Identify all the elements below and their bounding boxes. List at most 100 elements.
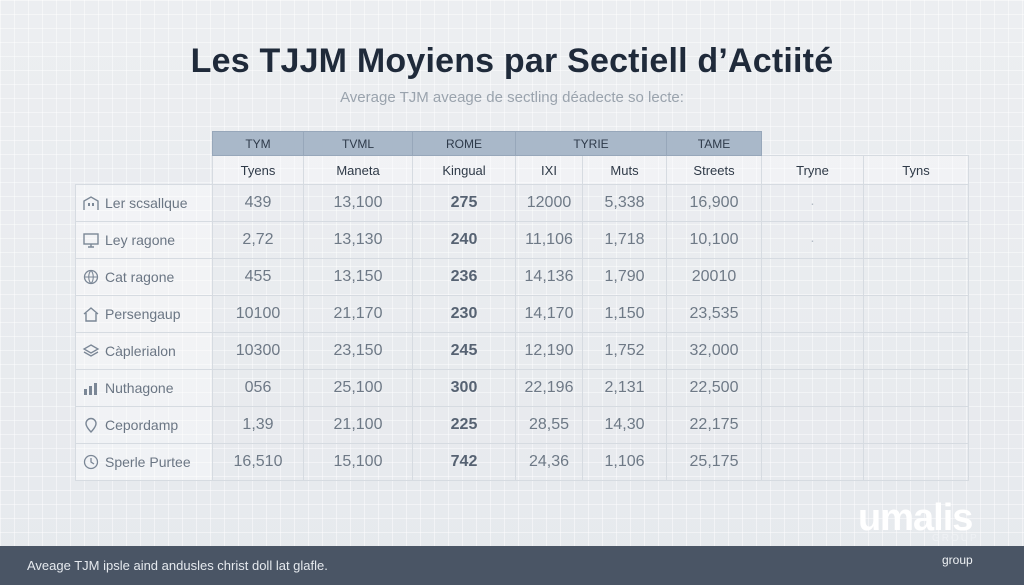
table-cell: ·	[761, 221, 864, 259]
row-label-cell: Cepordamp	[75, 406, 213, 444]
table-cell	[761, 369, 864, 407]
table-cell: ·	[761, 184, 864, 222]
table-cell: 25,175	[666, 443, 762, 481]
chart-icon	[82, 380, 100, 396]
group-header-spacer	[76, 132, 213, 156]
table-row: Sperle Purtee 16,510 15,100 742 24,36 1,106 25…	[75, 443, 969, 481]
group-header: ROME	[412, 131, 516, 156]
table-cell	[863, 332, 969, 370]
table-cell: 1,150	[582, 295, 667, 333]
table-cell: 10100	[212, 295, 304, 333]
table-cell: 1,752	[582, 332, 667, 370]
table-cell: 12,190	[515, 332, 583, 370]
table-row: Cat ragone 455 13,150 236 14,136 1,790 20010	[75, 258, 969, 296]
table-cell: 20010	[666, 258, 762, 296]
table-cell: 2,131	[582, 369, 667, 407]
house-icon	[82, 306, 100, 322]
column-header-corner	[75, 155, 213, 185]
monitor-icon	[82, 232, 100, 248]
table-cell: 23,535	[666, 295, 762, 333]
column-header: Tyns	[863, 155, 969, 185]
table-cell: 25,100	[303, 369, 413, 407]
table-cell: 14,136	[515, 258, 583, 296]
group-header-spacer	[762, 132, 864, 156]
brand-logo: umalis	[858, 497, 973, 539]
group-header: TAME	[666, 131, 762, 156]
table-cell: 13,150	[303, 258, 413, 296]
table-cell: 13,100	[303, 184, 413, 222]
row-label: Nuthagone	[105, 380, 174, 396]
table-row: Nuthagone 056 25,100 300 22,196 2,131 22,500	[75, 369, 969, 407]
table-cell: 21,170	[303, 295, 413, 333]
table-cell	[761, 258, 864, 296]
globe-icon	[82, 269, 100, 285]
table-cell	[863, 443, 969, 481]
table-cell: 1,718	[582, 221, 667, 259]
layers-icon	[82, 343, 100, 359]
row-label: Persengaup	[105, 306, 181, 322]
row-label-cell: Cat ragone	[75, 258, 213, 296]
table-cell: 24,36	[515, 443, 583, 481]
table-row: Persengaup 10100 21,170 230 14,170 1,150 23,53…	[75, 295, 969, 333]
column-header: Maneta	[303, 155, 413, 185]
table-cell: 056	[212, 369, 304, 407]
column-header: Muts	[582, 155, 667, 185]
table-cell: 11,106	[515, 221, 583, 259]
brand-logo-sub: GROUP	[932, 533, 979, 544]
table-row: Cepordamp 1,39 21,100 225 28,55 14,30 22,175	[75, 406, 969, 444]
table-cell: 22,196	[515, 369, 583, 407]
table-cell: 21,100	[303, 406, 413, 444]
row-label-cell: Ler scsallque	[75, 184, 213, 222]
footer-caption: Aveage TJM ipsle aind andusles christ do…	[27, 558, 328, 573]
table-cell: 15,100	[303, 443, 413, 481]
row-label-cell: Persengaup	[75, 295, 213, 333]
column-header: Streets	[666, 155, 762, 185]
table-cell: 225	[412, 406, 516, 444]
table-cell: 236	[412, 258, 516, 296]
table-cell: 5,338	[582, 184, 667, 222]
table-cell: 16,510	[212, 443, 304, 481]
clock-icon	[82, 454, 100, 470]
table-cell	[863, 369, 969, 407]
table-cell	[863, 295, 969, 333]
data-table: TYM TVML ROME TYRIE TAME Tyens Maneta Ki…	[75, 131, 969, 481]
table-cell: 22,500	[666, 369, 762, 407]
table-cell: 14,170	[515, 295, 583, 333]
group-header-spacer	[864, 132, 969, 156]
table-cell: 1,790	[582, 258, 667, 296]
table-cell: 230	[412, 295, 516, 333]
table-cell: 12000	[515, 184, 583, 222]
group-header: TVML	[303, 131, 413, 156]
table-cell: 13,130	[303, 221, 413, 259]
table-cell: 23,150	[303, 332, 413, 370]
table-cell	[863, 221, 969, 259]
row-label-cell: Ley ragone	[75, 221, 213, 259]
row-label-cell: Càplerialon	[75, 332, 213, 370]
row-label: Ler scsallque	[105, 195, 188, 211]
table-cell: 14,30	[582, 406, 667, 444]
table-body: Ler scsallque 439 13,100 275 12000 5,338 16,90…	[75, 184, 969, 481]
group-header: TYRIE	[515, 131, 667, 156]
table-cell: 300	[412, 369, 516, 407]
table-cell	[863, 406, 969, 444]
row-label: Cat ragone	[105, 269, 175, 285]
table-cell	[863, 184, 969, 222]
column-header: Tyens	[212, 155, 304, 185]
row-label: Cepordamp	[105, 417, 179, 433]
table-cell	[761, 295, 864, 333]
row-label-cell: Nuthagone	[75, 369, 213, 407]
table-cell: 10,100	[666, 221, 762, 259]
group-header-row: TYM TVML ROME TYRIE TAME	[76, 131, 969, 156]
row-label: Càplerialon	[105, 343, 176, 359]
table-cell: 439	[212, 184, 304, 222]
brand-tag: group	[942, 553, 973, 567]
page-subtitle: Average TJM aveage de sectling déadecte …	[340, 89, 684, 106]
table-cell	[761, 443, 864, 481]
table-cell: 240	[412, 221, 516, 259]
table-cell	[761, 332, 864, 370]
table-row: Càplerialon 10300 23,150 245 12,190 1,752 32,0…	[75, 332, 969, 370]
table-row: Ley ragone 2,72 13,130 240 11,106 1,718 10,100…	[75, 221, 969, 259]
table-cell: 455	[212, 258, 304, 296]
table-cell: 2,72	[212, 221, 304, 259]
column-header: Kingual	[412, 155, 516, 185]
